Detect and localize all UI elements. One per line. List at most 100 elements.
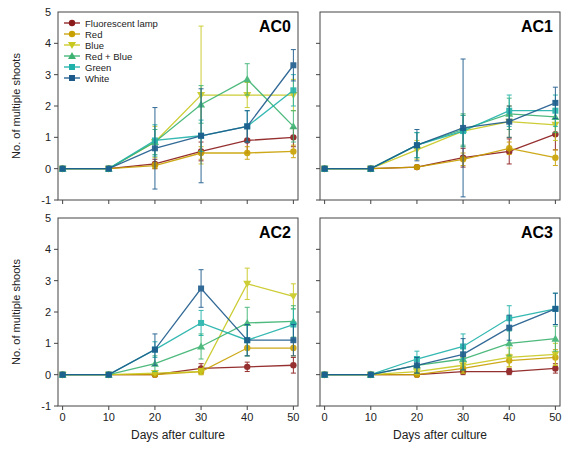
marker bbox=[198, 133, 204, 139]
y-tick-label: 0 bbox=[45, 369, 51, 381]
marker bbox=[321, 165, 327, 171]
legend: Fluorescent lampRedBlueRed + BlueGreenWh… bbox=[64, 18, 158, 84]
error-bar-cap bbox=[461, 338, 466, 339]
error-bar bbox=[507, 315, 512, 340]
marker bbox=[244, 337, 250, 343]
y-tick bbox=[54, 374, 58, 375]
x-tick-label: 40 bbox=[241, 411, 253, 423]
error-bar-cap bbox=[507, 163, 512, 164]
panel: AC1 bbox=[316, 12, 560, 204]
x-tick bbox=[370, 200, 371, 204]
marker bbox=[244, 364, 250, 370]
marker bbox=[367, 371, 375, 378]
series-line bbox=[325, 339, 556, 375]
error-bar-cap bbox=[245, 63, 250, 64]
error-bar bbox=[553, 293, 558, 324]
marker bbox=[506, 119, 512, 125]
x-tick-label: 0 bbox=[60, 411, 66, 423]
marker bbox=[321, 372, 329, 379]
error-bar-cap bbox=[507, 95, 512, 96]
data-layer bbox=[321, 59, 560, 197]
x-tick-label: 30 bbox=[195, 411, 207, 423]
series bbox=[321, 364, 558, 378]
marker bbox=[198, 286, 204, 292]
error-bar bbox=[199, 270, 204, 308]
marker bbox=[321, 165, 329, 172]
series bbox=[59, 306, 298, 378]
marker bbox=[68, 52, 76, 59]
x-tick-label: 50 bbox=[287, 411, 299, 423]
y-tick bbox=[54, 406, 58, 407]
y-tick bbox=[54, 43, 58, 44]
legend-label: White bbox=[85, 73, 109, 84]
legend-item: Blue bbox=[64, 40, 104, 51]
marker bbox=[244, 123, 250, 129]
error-bar bbox=[507, 106, 512, 137]
error-bar-cap bbox=[152, 365, 157, 366]
error-bar-cap bbox=[291, 110, 296, 111]
marker bbox=[69, 20, 75, 26]
y-tick bbox=[54, 137, 58, 138]
error-bar-cap bbox=[291, 80, 296, 81]
series-line bbox=[325, 103, 556, 169]
series-line bbox=[325, 111, 556, 169]
marker bbox=[551, 351, 559, 358]
series bbox=[321, 119, 558, 172]
error-bar-cap bbox=[553, 293, 558, 294]
panel: -1012345No. of multiple shootsAC0Fluores… bbox=[10, 6, 298, 206]
error-bar-cap bbox=[553, 149, 558, 150]
error-bar-cap bbox=[553, 373, 558, 374]
error-bar-cap bbox=[507, 315, 512, 316]
marker bbox=[197, 369, 205, 376]
y-tick-label: 3 bbox=[45, 275, 51, 287]
x-tick-label: 30 bbox=[457, 411, 469, 423]
y-tick bbox=[316, 200, 320, 201]
y-tick bbox=[316, 249, 320, 250]
legend-label: Fluorescent lamp bbox=[85, 18, 158, 29]
error-bar-cap bbox=[461, 373, 466, 374]
series bbox=[322, 293, 559, 377]
error-bar-cap bbox=[553, 149, 558, 150]
y-tick bbox=[316, 168, 320, 169]
error-bar-cap bbox=[461, 333, 466, 334]
y-tick bbox=[316, 106, 320, 107]
marker bbox=[59, 165, 65, 171]
y-tick bbox=[316, 312, 320, 313]
error-bar-cap bbox=[553, 132, 558, 133]
x-tick bbox=[555, 200, 556, 204]
error-bar bbox=[199, 310, 204, 335]
x-tick-label: 0 bbox=[322, 411, 328, 423]
marker bbox=[106, 371, 112, 377]
series-line bbox=[325, 309, 556, 375]
error-bar-cap bbox=[152, 107, 157, 108]
marker bbox=[322, 166, 328, 172]
legend-label: Green bbox=[85, 62, 111, 73]
marker bbox=[243, 319, 251, 326]
error-bar-cap bbox=[245, 362, 250, 363]
marker bbox=[152, 347, 158, 353]
error-bar-cap bbox=[507, 138, 512, 139]
y-tick bbox=[316, 406, 320, 407]
marker bbox=[152, 347, 158, 353]
y-tick bbox=[54, 106, 58, 107]
series bbox=[60, 270, 297, 378]
legend-label: Blue bbox=[85, 40, 104, 51]
series-line bbox=[63, 289, 294, 375]
marker bbox=[368, 372, 374, 378]
series-line bbox=[63, 323, 294, 375]
series-line bbox=[63, 79, 294, 168]
series bbox=[321, 343, 560, 378]
legend-label: Red bbox=[85, 29, 102, 40]
y-tick-label: 4 bbox=[45, 243, 51, 255]
marker bbox=[290, 362, 296, 368]
error-bar-cap bbox=[553, 165, 558, 166]
error-bar-cap bbox=[291, 373, 296, 374]
error-bar-cap bbox=[291, 145, 296, 146]
marker bbox=[244, 150, 250, 156]
marker bbox=[552, 306, 558, 312]
x-tick bbox=[247, 200, 248, 204]
series-line bbox=[325, 354, 556, 374]
x-tick bbox=[293, 406, 294, 410]
error-bar-cap bbox=[291, 49, 296, 50]
error-bar-cap bbox=[291, 308, 296, 309]
